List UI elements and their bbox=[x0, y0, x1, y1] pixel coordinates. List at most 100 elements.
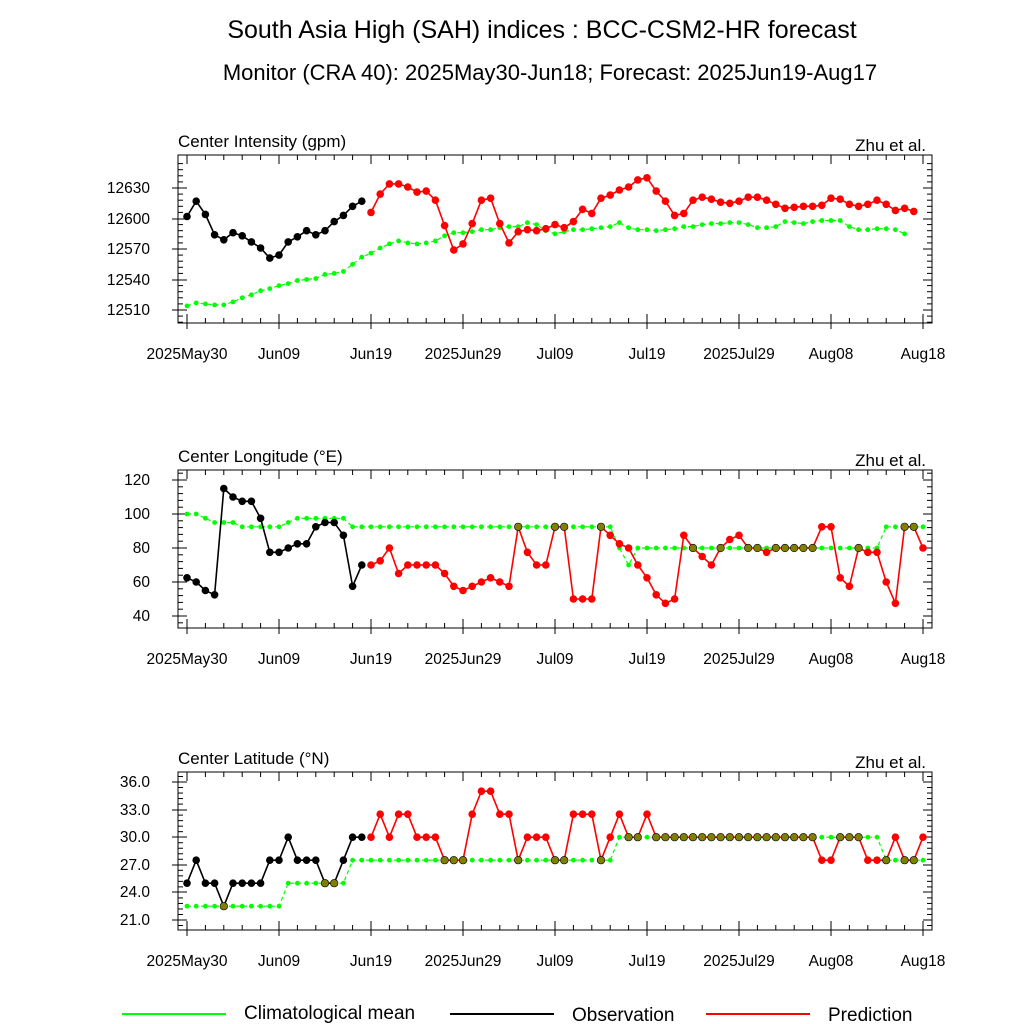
climatology-point bbox=[663, 545, 668, 551]
climatology-point bbox=[377, 857, 383, 863]
observation-point bbox=[302, 540, 311, 548]
climatology-point bbox=[874, 226, 880, 232]
climatology-line bbox=[187, 836, 923, 907]
prediction-point bbox=[404, 810, 412, 818]
observation-point bbox=[339, 211, 348, 220]
y-tick-label: 12600 bbox=[107, 211, 150, 228]
prediction-point bbox=[624, 544, 633, 552]
prediction-point bbox=[643, 174, 651, 182]
prediction-point bbox=[569, 810, 578, 818]
climatology-point bbox=[341, 515, 346, 521]
climatology-point bbox=[359, 524, 365, 530]
prediction-point bbox=[459, 586, 467, 595]
climatology-point bbox=[506, 224, 512, 230]
prediction-point bbox=[734, 833, 744, 842]
prediction-point bbox=[477, 578, 486, 586]
climatology-point bbox=[387, 241, 392, 247]
climatology-point bbox=[350, 524, 355, 530]
y-tick-label: 24.0 bbox=[120, 884, 151, 901]
climatology-point bbox=[258, 903, 263, 909]
climatology-point bbox=[368, 857, 374, 863]
climatology-point bbox=[709, 545, 714, 551]
prediction-point bbox=[661, 599, 670, 608]
x-tick-label: Aug18 bbox=[901, 346, 946, 363]
prediction-point bbox=[864, 856, 872, 864]
prediction-point bbox=[873, 548, 881, 557]
observation-point bbox=[302, 856, 311, 864]
climatology-point bbox=[423, 857, 429, 863]
prediction-point bbox=[496, 578, 504, 586]
prediction-point bbox=[827, 523, 835, 531]
climatology-point bbox=[488, 857, 493, 863]
observation-point bbox=[192, 856, 200, 864]
observation-point bbox=[358, 833, 366, 841]
climatology-point bbox=[589, 226, 595, 232]
y-tick-label: 12540 bbox=[107, 272, 150, 289]
climatology-point bbox=[874, 834, 880, 840]
climatology-point bbox=[460, 230, 466, 236]
y-tick-label: 12570 bbox=[107, 241, 150, 258]
x-tick-label: Jun09 bbox=[258, 651, 300, 668]
observation-point bbox=[330, 518, 339, 527]
climatology-point bbox=[801, 221, 806, 227]
climatology-point bbox=[184, 511, 190, 517]
prediction-line bbox=[370, 790, 924, 863]
climatology-point bbox=[331, 271, 337, 276]
prediction-point bbox=[597, 194, 605, 202]
climatology-point bbox=[653, 545, 659, 551]
climatology-point bbox=[203, 515, 208, 521]
prediction-point bbox=[818, 201, 826, 210]
climatology-point bbox=[304, 880, 309, 886]
observation-point bbox=[220, 484, 228, 493]
climatology-point bbox=[745, 222, 751, 228]
climatology-point bbox=[617, 220, 622, 226]
climatology-point bbox=[193, 903, 199, 909]
climatology-point bbox=[534, 222, 539, 228]
observation-point bbox=[330, 217, 339, 226]
climatology-point bbox=[304, 515, 309, 521]
climatology-point bbox=[423, 524, 429, 530]
observation-point bbox=[275, 251, 283, 259]
prediction-point bbox=[698, 552, 706, 561]
prediction-point bbox=[578, 595, 587, 603]
observation-point bbox=[330, 879, 339, 888]
panel-credit: Zhu et al. bbox=[855, 753, 926, 772]
observation-point bbox=[348, 582, 357, 591]
x-tick-label: 2025May30 bbox=[146, 346, 227, 363]
prediction-point bbox=[440, 856, 449, 865]
prediction-point bbox=[891, 833, 900, 841]
prediction-point bbox=[449, 856, 458, 865]
climatology-point bbox=[847, 224, 852, 230]
prediction-point bbox=[744, 193, 752, 201]
climatology-point bbox=[230, 299, 236, 305]
climatology-point bbox=[313, 515, 319, 521]
prediction-point bbox=[551, 220, 559, 229]
prediction-point bbox=[864, 548, 872, 557]
prediction-point bbox=[790, 203, 798, 212]
observation-point bbox=[256, 244, 265, 252]
climatology-point bbox=[405, 857, 411, 863]
climatology-point bbox=[313, 880, 319, 886]
prediction-point bbox=[790, 833, 799, 842]
climatology-point bbox=[902, 231, 907, 237]
prediction-point bbox=[496, 810, 504, 818]
climatology-point bbox=[313, 276, 319, 281]
x-tick-label: 2025Jun29 bbox=[425, 953, 502, 970]
prediction-point bbox=[652, 833, 661, 842]
observation-point bbox=[192, 578, 200, 586]
x-tick-label: Aug08 bbox=[809, 346, 854, 363]
prediction-point bbox=[376, 557, 385, 565]
latitude-panel: 2025May30 Jun09 Jun19 2025Jun29 Jul09 Jul19 20… bbox=[120, 749, 946, 970]
prediction-point bbox=[606, 531, 614, 540]
y-tick-label: 21.0 bbox=[120, 912, 151, 929]
prediction-point bbox=[633, 833, 642, 842]
x-tick-label: Jun19 bbox=[350, 953, 392, 970]
prediction-point bbox=[891, 206, 900, 215]
prediction-point bbox=[560, 856, 569, 865]
prediction-point bbox=[578, 810, 587, 818]
climatology-point bbox=[893, 227, 898, 233]
prediction-point bbox=[670, 211, 679, 220]
climatology-point bbox=[341, 880, 346, 886]
prediction-point bbox=[716, 833, 725, 842]
prediction-point bbox=[771, 543, 780, 553]
